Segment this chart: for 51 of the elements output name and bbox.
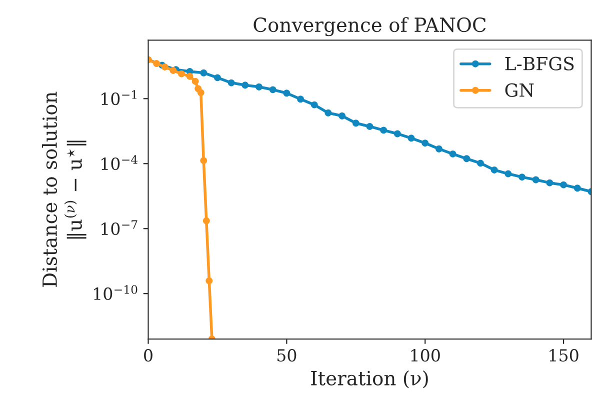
x-tick-label: 150 <box>550 349 578 362</box>
point <box>463 155 470 162</box>
point <box>297 96 304 103</box>
point <box>256 83 262 90</box>
chart-title: Convergence of PANOC <box>254 17 486 36</box>
point <box>202 217 210 224</box>
point <box>518 174 526 181</box>
point <box>324 109 332 116</box>
point <box>153 60 160 67</box>
point <box>178 70 185 78</box>
point <box>435 145 442 152</box>
point <box>352 120 360 127</box>
y-tick-label: 10$^{−1}$ <box>102 90 136 106</box>
point <box>477 160 484 167</box>
point <box>242 82 249 89</box>
y-tick-label: 10$^{−10}$ <box>94 285 138 300</box>
point <box>283 90 290 97</box>
point <box>269 86 276 94</box>
point <box>532 176 540 184</box>
legend-label: GN <box>505 83 534 97</box>
point <box>200 157 208 164</box>
point <box>197 89 204 96</box>
point <box>546 179 554 186</box>
point <box>408 134 415 142</box>
x-tick-label: 50 <box>277 349 296 362</box>
point <box>206 277 213 284</box>
point <box>422 140 429 147</box>
point <box>449 150 456 158</box>
point <box>161 64 168 70</box>
legend-label: L-BFGS <box>505 56 574 70</box>
y-tick-label: 10$^{−4}$ <box>102 155 138 170</box>
point <box>310 101 318 108</box>
point <box>490 166 498 174</box>
point <box>338 112 346 120</box>
x-tick-label: 100 <box>411 349 440 362</box>
point <box>228 79 235 86</box>
point <box>366 122 374 130</box>
point <box>186 72 194 80</box>
point <box>574 184 581 192</box>
point <box>170 67 177 74</box>
x-axis-title: Iteration (ν) <box>311 370 428 388</box>
point <box>504 170 512 178</box>
point <box>200 69 208 76</box>
point <box>394 130 401 138</box>
x-tick-label: 0 <box>144 349 152 362</box>
point <box>380 126 388 134</box>
point <box>214 74 221 82</box>
point <box>192 78 199 85</box>
point <box>560 181 568 188</box>
y-tick-label: 10$^{−7}$ <box>102 220 138 236</box>
y-axis-title: Distance to solution ‖u$^{(ν)}$ − u$^{⋆}$‖ <box>42 92 86 287</box>
